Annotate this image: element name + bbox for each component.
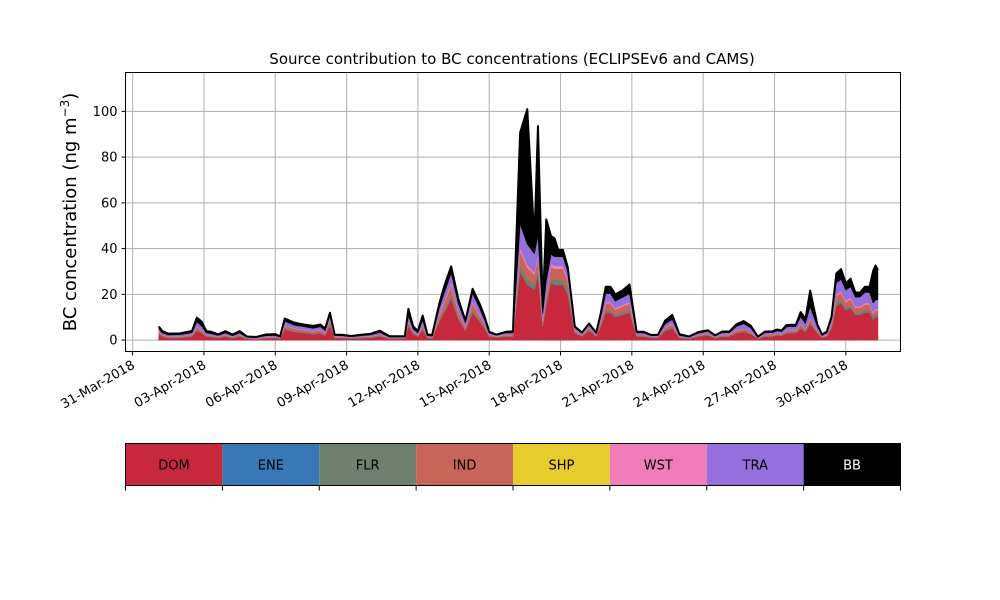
legend-label-tra: TRA	[742, 459, 768, 474]
chart-title: Source contribution to BC concentrations…	[269, 50, 754, 68]
y-axis-label-close: )	[60, 93, 81, 100]
legend-swatch-dom	[125, 443, 223, 486]
y-tick-label: 0	[109, 334, 117, 349]
legend-swatch-flr	[319, 443, 417, 486]
legend-swatch-ene	[222, 443, 320, 486]
y-axis-label-main: BC concentration (ng m	[60, 117, 81, 331]
axes: 0 20 40 60 80 100 31-Mar-201803-Apr-201806-Apr…	[58, 105, 850, 412]
x-tick-label: 21-Apr-2018	[560, 358, 637, 411]
legend-label-wst: WST	[644, 459, 673, 474]
legend-label-bb: BB	[843, 459, 861, 474]
y-tick-label: 40	[101, 242, 118, 257]
y-tick-label: 20	[101, 288, 118, 303]
legend-label-shp: SHP	[549, 459, 575, 474]
x-tick-label: 03-Apr-2018	[132, 358, 209, 411]
x-tick-label: 06-Apr-2018	[203, 358, 280, 411]
legend-label-ind: IND	[453, 459, 477, 474]
y-tick-label: 100	[93, 105, 118, 120]
x-tick-label: 31-Mar-2018	[58, 358, 137, 412]
x-tick-label: 09-Apr-2018	[274, 358, 351, 411]
x-tick-label: 30-Apr-2018	[774, 358, 851, 411]
legend-swatch-tra	[706, 443, 804, 486]
x-tick-label: 12-Apr-2018	[346, 358, 423, 411]
legend-swatch-ind	[416, 443, 513, 486]
x-tick-label: 15-Apr-2018	[417, 358, 494, 411]
x-tick-label: 18-Apr-2018	[488, 358, 565, 411]
total-outline	[157, 108, 879, 338]
x-tick-label: 24-Apr-2018	[631, 358, 708, 411]
legend-label-dom: DOM	[158, 459, 189, 474]
legend-swatch-bb	[803, 443, 901, 486]
legend-label-flr: FLR	[356, 459, 380, 474]
x-tick-label: 27-Apr-2018	[702, 358, 779, 411]
y-tick-label: 80	[101, 151, 118, 166]
legend-swatch-shp	[513, 443, 610, 486]
legend-label-ene: ENE	[258, 459, 284, 474]
legend: DOM ENE FLR IND SHP WST TRA BB	[125, 443, 901, 491]
legend-frame	[125, 443, 901, 486]
y-axis-label-superscript: −3	[58, 100, 72, 118]
y-tick-label: 60	[101, 196, 118, 211]
plot-frame	[125, 72, 901, 352]
y-axis-label: BC concentration (ng m−3)	[58, 93, 81, 332]
stacked-areas	[157, 108, 879, 341]
legend-swatch-wst	[609, 443, 707, 486]
